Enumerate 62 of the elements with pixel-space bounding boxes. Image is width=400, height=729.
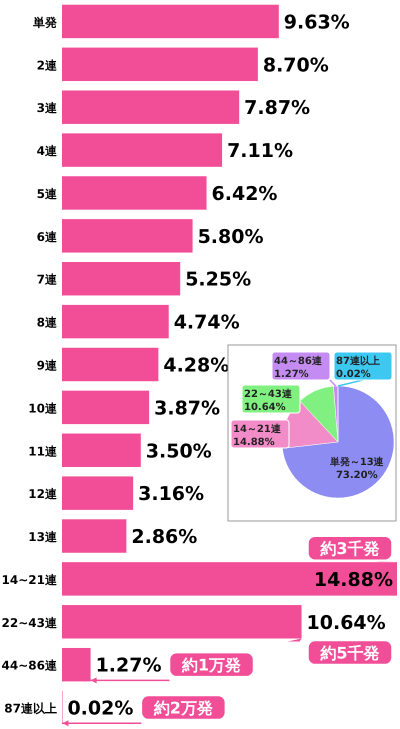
y-tick-label: 単発: [32, 15, 57, 30]
bar: [62, 519, 126, 553]
y-tick-label: 14~21連: [2, 572, 58, 587]
data-label: 5.25%: [185, 268, 252, 291]
bar: [62, 605, 302, 639]
bar: [62, 4, 279, 38]
bar: [62, 434, 141, 467]
data-label: 8.70%: [262, 54, 329, 76]
data-label: 3.50%: [146, 440, 212, 462]
y-tick-label: 2連: [36, 58, 58, 72]
y-tick-label: 3連: [36, 101, 58, 116]
slice-label: 単発～13連: [328, 456, 385, 468]
data-label: 3.87%: [154, 397, 220, 420]
bar: [62, 348, 158, 382]
slice-label: 14～21連: [233, 423, 282, 435]
data-label: 4.28%: [163, 354, 230, 376]
data-label: 14.88%: [233, 437, 275, 448]
annotation: 約1万発: [180, 656, 242, 675]
y-tick-label: 87連以上: [4, 702, 57, 716]
data-label: 10.64%: [244, 402, 286, 413]
slice-label: 87連以上: [336, 355, 380, 367]
y-tick-label: 7連: [36, 272, 58, 287]
annotation: 約3千発: [319, 539, 380, 558]
bar: [62, 262, 180, 296]
bar: [62, 304, 169, 338]
data-label: 1.27%: [274, 369, 309, 380]
y-tick-label: 10連: [28, 401, 58, 416]
slice-label: 44～86連: [274, 355, 323, 367]
bar: [62, 390, 150, 424]
bar: [62, 176, 207, 210]
bar: [62, 219, 193, 253]
y-tick-label: 12連: [28, 487, 58, 502]
data-label: 0.02%: [336, 369, 371, 380]
data-label: 10.64%: [306, 612, 386, 634]
bar: [62, 476, 134, 510]
y-tick-label: 11連: [28, 444, 58, 458]
data-label: 73.20%: [336, 470, 378, 481]
data-label: 1.27%: [96, 654, 162, 677]
bar: [62, 90, 240, 124]
data-label: 14.88%: [314, 568, 393, 591]
data-label: 0.02%: [67, 698, 134, 720]
data-label: 2.86%: [131, 526, 198, 548]
y-tick-label: 4連: [36, 144, 58, 158]
annotation: 約5千発: [319, 644, 380, 663]
data-label: 7.11%: [227, 140, 293, 162]
y-tick-label: 22~43連: [2, 616, 58, 630]
y-tick-label: 5連: [36, 186, 58, 201]
y-tick-label: 8連: [36, 316, 58, 330]
y-tick-label: 13連: [28, 530, 58, 544]
data-label: 6.42%: [212, 182, 278, 205]
annotation: 約2万発: [152, 698, 213, 718]
data-label: 5.80%: [198, 226, 264, 248]
y-tick-label: 44~86連: [2, 658, 58, 673]
y-tick-label: 6連: [36, 230, 58, 244]
data-label: 9.63%: [284, 11, 350, 34]
data-label: 7.87%: [244, 97, 310, 120]
slice-label: 22～43連: [244, 388, 293, 400]
y-tick-label: 9連: [36, 358, 58, 372]
data-label: 4.74%: [174, 312, 240, 334]
data-label: 3.16%: [138, 483, 204, 506]
bar: [62, 48, 258, 82]
bar: [62, 133, 222, 167]
